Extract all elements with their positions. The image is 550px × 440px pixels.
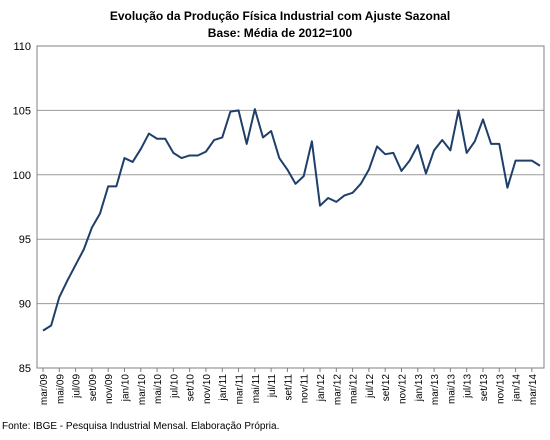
x-tick-label: mar/09: [39, 374, 50, 406]
x-tick-label: mai/10: [153, 374, 164, 404]
x-tick-label: jul/11: [267, 374, 278, 399]
series-line: [42, 108, 541, 332]
x-tick-label: jul/13: [463, 374, 474, 399]
y-axis-ticks: 85 90 95 100 105 110: [13, 41, 31, 375]
y-tick-label: 105: [13, 105, 31, 117]
x-tick-label: mar/12: [332, 374, 343, 406]
source-note: Fonte: IBGE - Pesquisa Industrial Mensal…: [2, 421, 280, 432]
x-tick-label: jul/09: [72, 374, 83, 399]
y-tick-label: 110: [13, 41, 31, 53]
x-tick-label: jul/12: [365, 374, 376, 399]
x-tick-label: jan/10: [120, 374, 131, 403]
x-tick-label: mai/12: [349, 374, 360, 404]
x-tick-label: jan/11: [218, 374, 229, 402]
x-tick-label: set/10: [186, 374, 197, 402]
x-tick-label: mar/11: [235, 374, 246, 405]
plot-area-border: [36, 45, 545, 369]
x-tick-label: mai/13: [446, 374, 457, 404]
x-tick-label: mai/11: [251, 374, 262, 404]
chart-title: Evolução da Produção Física Industrial c…: [110, 9, 450, 23]
x-tick-label: set/13: [479, 374, 490, 402]
x-axis-ticks: mar/09 mai/09 jul/09 set/09 nov/09 jan/10 mar/…: [39, 368, 539, 405]
x-tick-label: nov/13: [495, 374, 506, 404]
x-tick-label: mar/10: [137, 374, 148, 406]
x-tick-label: mai/09: [55, 374, 66, 404]
gridlines: [37, 109, 544, 305]
y-tick-label: 100: [13, 170, 31, 182]
x-tick-label: set/09: [88, 374, 99, 402]
x-tick-label: nov/09: [104, 374, 115, 404]
x-tick-label: nov/10: [202, 374, 213, 404]
x-tick-label: jul/10: [169, 374, 180, 399]
x-tick-label: jan/13: [414, 374, 425, 403]
chart-subtitle: Base: Média de 2012=100: [208, 26, 353, 40]
x-tick-label: set/11: [283, 374, 294, 401]
y-tick-label: 85: [19, 363, 31, 375]
x-tick-label: nov/11: [300, 374, 311, 404]
x-tick-label: nov/12: [397, 374, 408, 404]
x-tick-label: set/12: [381, 374, 392, 402]
y-tick-label: 90: [19, 299, 31, 311]
x-tick-label: jan/14: [512, 374, 523, 403]
x-tick-label: jan/12: [316, 374, 327, 403]
y-tick-label: 95: [19, 234, 31, 246]
x-tick-label: mar/14: [528, 374, 539, 406]
x-tick-label: mar/13: [430, 374, 441, 406]
